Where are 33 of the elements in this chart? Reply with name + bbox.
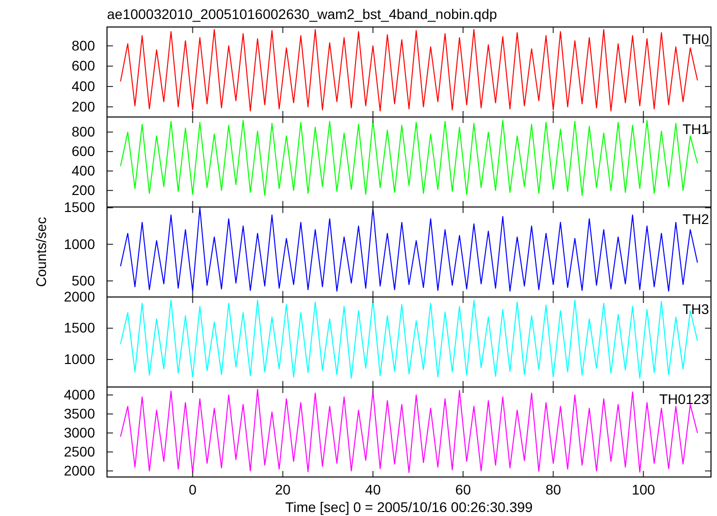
y-tick-label: 1000	[64, 350, 96, 367]
y-tick-label: 500	[72, 272, 96, 288]
y-tick-label: 600	[72, 143, 96, 160]
chart-title: ae100032010_20051016002630_wam2_bst_4band_nobin.qdp	[107, 6, 498, 22]
series-label: TH1	[682, 121, 710, 137]
series-label: TH3	[682, 301, 710, 317]
y-tick-label: 3500	[64, 405, 96, 422]
y-tick-label: 2500	[64, 443, 96, 460]
y-tick-label: 1000	[64, 236, 96, 252]
y-tick-label: 2000	[64, 462, 96, 478]
y-tick-label: 400	[72, 162, 96, 178]
y-tick-label: 600	[72, 58, 96, 74]
y-tick-label: 1500	[64, 320, 96, 336]
y-tick-label: 2000	[64, 288, 96, 304]
series-label: TH0123	[659, 391, 710, 407]
y-tick-label: 4000	[64, 386, 96, 402]
y-tick-label: 800	[72, 124, 96, 140]
x-axis-title: Time [sec] 0 = 2005/10/16 00:26:30.399	[285, 499, 533, 515]
x-tick-label: 0	[188, 482, 197, 498]
y-tick-label: 3000	[64, 424, 96, 440]
x-tick-label: 40	[365, 482, 381, 498]
x-tick-label: 60	[455, 482, 472, 498]
x-tick-label: 20	[275, 482, 291, 498]
y-tick-label: 200	[72, 98, 96, 114]
series-label: TH2	[682, 211, 710, 227]
x-tick-label: 100	[632, 482, 656, 498]
y-tick-label: 1500	[64, 199, 96, 216]
series-label: TH0	[682, 31, 710, 47]
y-axis-title: Counts/sec	[33, 216, 49, 288]
x-tick-label: 80	[545, 482, 562, 498]
y-tick-label: 400	[72, 78, 96, 94]
y-tick-label: 200	[72, 182, 96, 198]
y-tick-label: 800	[72, 37, 96, 54]
